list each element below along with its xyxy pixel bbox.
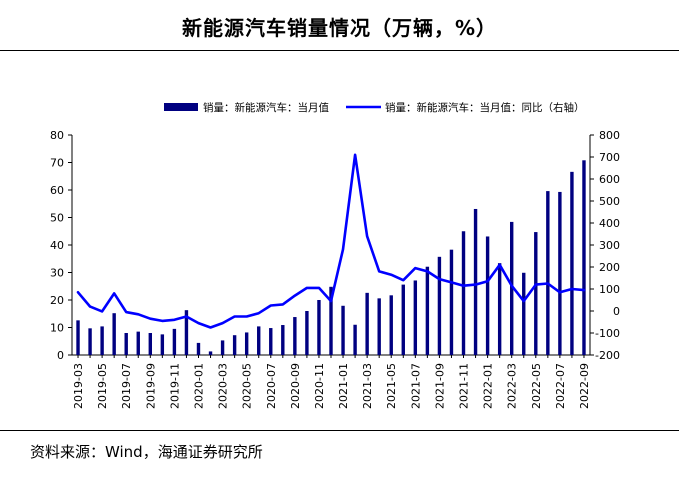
x-tick-label: 2020-05 bbox=[241, 363, 254, 409]
bar bbox=[100, 326, 104, 355]
left-tick-label: 80 bbox=[50, 129, 64, 142]
bar bbox=[208, 351, 213, 355]
bar bbox=[257, 326, 261, 355]
bar bbox=[305, 311, 309, 355]
right-tick-label: 600 bbox=[599, 173, 620, 186]
bar bbox=[232, 335, 237, 355]
legend-line-label: 销量：新能源汽车：当月值：同比（右轴） bbox=[385, 101, 585, 114]
bar bbox=[281, 325, 285, 355]
left-tick-label: 10 bbox=[50, 322, 64, 335]
chart-area: 销量：新能源汽车：当月值 销量：新能源汽车：当月值：同比（右轴） 0 10 20 30 4… bbox=[50, 101, 620, 409]
bar bbox=[582, 160, 586, 355]
bar bbox=[244, 332, 249, 355]
left-tick-label: 70 bbox=[50, 157, 64, 170]
x-tick-label: 2021-11 bbox=[458, 363, 471, 409]
bar bbox=[112, 313, 116, 355]
bar bbox=[353, 324, 357, 355]
x-tick-label: 2019-11 bbox=[168, 363, 181, 409]
right-tick-label: 100 bbox=[599, 283, 620, 296]
right-tick-label: 200 bbox=[599, 261, 620, 274]
bar bbox=[522, 272, 526, 355]
x-tick-label: 2022-09 bbox=[578, 363, 591, 409]
left-tick-label: 50 bbox=[50, 212, 64, 225]
axis-labels: 0 10 20 30 40 50 60 70 80 -200 -100 0 100 200 300 400 50… bbox=[50, 129, 620, 409]
right-tick-label: -200 bbox=[595, 349, 620, 362]
bar bbox=[220, 340, 225, 355]
x-tick-label: 2022-07 bbox=[554, 363, 567, 409]
bar bbox=[497, 263, 502, 355]
bar bbox=[401, 284, 405, 355]
left-tick-label: 20 bbox=[50, 294, 64, 307]
x-tick-label: 2021-07 bbox=[409, 363, 422, 409]
left-tick-label: 0 bbox=[57, 349, 64, 362]
bar bbox=[365, 292, 369, 355]
right-tick-label: 800 bbox=[599, 129, 620, 142]
bar bbox=[449, 249, 454, 355]
line-series bbox=[76, 153, 586, 329]
bar bbox=[461, 231, 466, 355]
bar bbox=[509, 221, 514, 355]
bar bbox=[341, 305, 345, 355]
legend-bar-swatch bbox=[164, 103, 198, 111]
x-tick-label: 2019-07 bbox=[120, 363, 133, 409]
x-tick-label: 2020-07 bbox=[265, 363, 278, 409]
bar bbox=[196, 342, 201, 355]
bar bbox=[437, 256, 442, 355]
bar bbox=[293, 317, 297, 355]
bar bbox=[558, 191, 562, 355]
source-note: 资料来源：Wind，海通证券研究所 bbox=[30, 443, 263, 461]
bar bbox=[76, 320, 80, 355]
right-tick-label: 700 bbox=[599, 151, 620, 164]
bar bbox=[329, 286, 333, 355]
x-tick-label: 2021-05 bbox=[385, 363, 398, 409]
x-tick-label: 2022-05 bbox=[530, 363, 543, 409]
bar bbox=[317, 300, 321, 355]
bottom-rule bbox=[0, 430, 679, 431]
left-tick-label: 40 bbox=[50, 239, 64, 252]
x-tick-label: 2021-01 bbox=[337, 363, 350, 409]
bar bbox=[485, 236, 490, 355]
legend: 销量：新能源汽车：当月值 销量：新能源汽车：当月值：同比（右轴） bbox=[164, 101, 585, 114]
x-tick-label: 2019-05 bbox=[96, 363, 109, 409]
x-tick-label: 2022-01 bbox=[482, 363, 495, 409]
bar bbox=[425, 266, 430, 355]
bar bbox=[377, 298, 381, 355]
x-tick-label: 2020-11 bbox=[313, 363, 326, 409]
bar bbox=[136, 331, 140, 355]
right-tick-label: 500 bbox=[599, 195, 620, 208]
x-tick-label: 2022-03 bbox=[506, 363, 519, 409]
top-rule bbox=[0, 50, 679, 51]
bar bbox=[534, 232, 538, 355]
bar bbox=[473, 208, 478, 355]
x-tick-label: 2020-03 bbox=[217, 363, 230, 409]
x-tick-label: 2019-03 bbox=[72, 363, 85, 409]
legend-bar-label: 销量：新能源汽车：当月值 bbox=[203, 101, 329, 114]
bar bbox=[88, 328, 92, 355]
x-tick-label: 2020-09 bbox=[289, 363, 302, 409]
chart-title: 新能源汽车销量情况（万辆，%） bbox=[181, 16, 498, 40]
right-tick-label: 300 bbox=[599, 239, 620, 252]
x-tick-label: 2019-09 bbox=[144, 363, 157, 409]
left-tick-label: 30 bbox=[50, 267, 64, 280]
x-tick-label: 2021-03 bbox=[361, 363, 374, 409]
yoy-line bbox=[76, 153, 586, 329]
x-tick-label: 2021-09 bbox=[433, 363, 446, 409]
bar bbox=[413, 280, 418, 355]
bar bbox=[172, 328, 177, 355]
bar bbox=[184, 310, 189, 355]
bar bbox=[546, 191, 550, 355]
bar-series bbox=[76, 160, 586, 355]
bar bbox=[570, 171, 574, 355]
x-tick-label: 2020-01 bbox=[192, 363, 205, 409]
right-tick-label: -100 bbox=[595, 327, 620, 340]
right-tick-label: 0 bbox=[613, 305, 620, 318]
bar bbox=[269, 328, 273, 355]
right-tick-label: 400 bbox=[599, 217, 620, 230]
left-tick-label: 60 bbox=[50, 184, 64, 197]
bar bbox=[124, 333, 128, 355]
bar bbox=[389, 295, 393, 355]
bar bbox=[148, 333, 153, 355]
bar bbox=[160, 334, 165, 355]
